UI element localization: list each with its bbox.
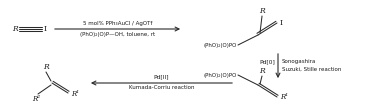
Text: (PhO)₂(O)PO: (PhO)₂(O)PO <box>204 72 237 77</box>
Text: Pd[II]: Pd[II] <box>154 74 169 79</box>
Text: (PhO)₂(O)P—OH, toluene, rt: (PhO)₂(O)P—OH, toluene, rt <box>80 32 155 37</box>
Text: Kumada-Corriu reaction: Kumada-Corriu reaction <box>129 85 194 90</box>
Text: R¹: R¹ <box>71 90 79 98</box>
Text: 5 mol% PPh₃AuCl / AgOTf: 5 mol% PPh₃AuCl / AgOTf <box>83 21 152 26</box>
Text: Sonogashira: Sonogashira <box>282 58 316 63</box>
Text: R: R <box>259 67 265 75</box>
Text: I: I <box>44 25 47 33</box>
Text: Pd[0]: Pd[0] <box>259 59 275 64</box>
Text: Suzuki, Stille reaction: Suzuki, Stille reaction <box>282 66 341 71</box>
Text: R: R <box>12 25 18 33</box>
Text: (PhO)₂(O)PO: (PhO)₂(O)PO <box>204 43 237 48</box>
Text: R: R <box>43 63 49 71</box>
Text: R²: R² <box>32 95 40 103</box>
Text: I: I <box>280 19 283 27</box>
Text: R: R <box>259 7 265 15</box>
Text: R¹: R¹ <box>280 93 288 101</box>
